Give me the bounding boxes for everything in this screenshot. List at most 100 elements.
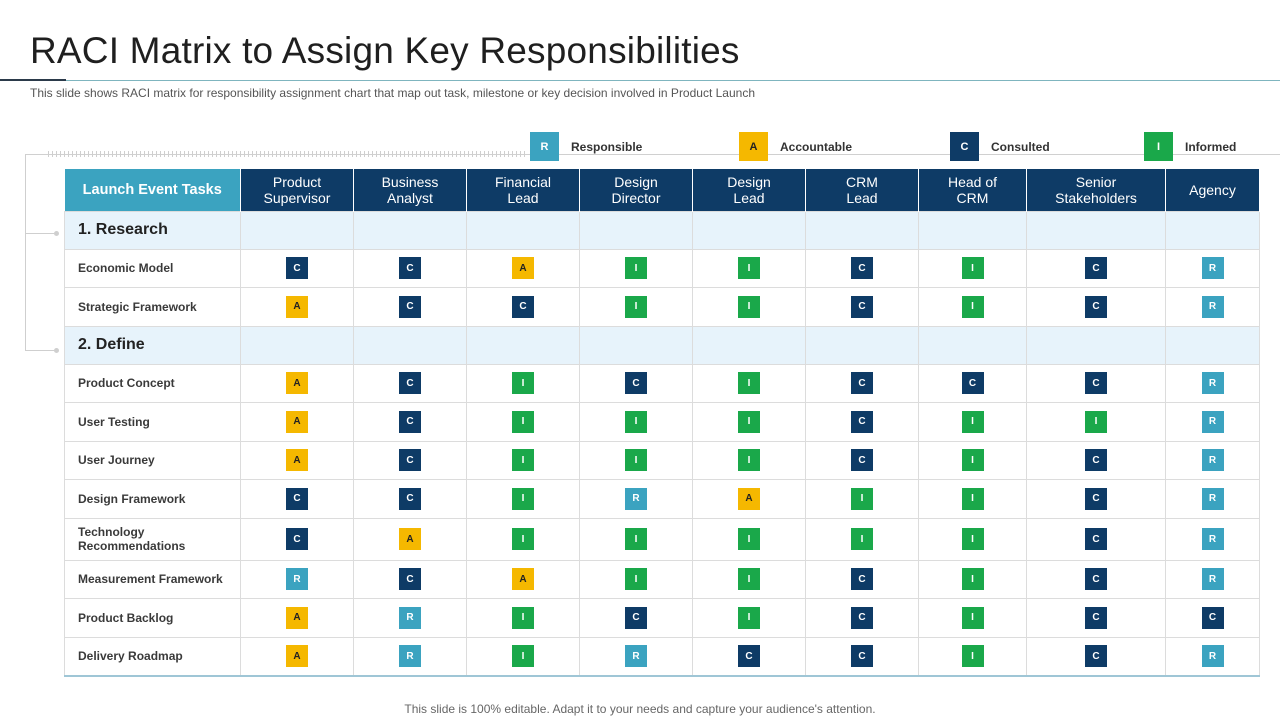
raci-badge: C <box>286 487 308 510</box>
raci-cell: R <box>1165 287 1260 327</box>
raci-badge: I <box>512 372 534 395</box>
raci-badge: I <box>851 528 873 550</box>
raci-badge: I <box>961 257 984 280</box>
raci-cell: C <box>805 559 919 599</box>
raci-badge: C <box>1201 606 1224 629</box>
raci-cell: I <box>918 598 1027 638</box>
raci-badge: A <box>286 372 308 395</box>
legend-label: Consulted <box>991 139 1054 154</box>
raci-badge: I <box>625 568 647 591</box>
raci-cell: I <box>1026 402 1166 442</box>
raci-cell: A <box>692 479 806 519</box>
raci-badge: I <box>625 410 647 433</box>
raci-badge: C <box>738 645 760 667</box>
raci-cell: C <box>240 517 354 561</box>
raci-badge: I <box>961 645 984 667</box>
section-cell <box>579 210 693 250</box>
raci-badge: R <box>1201 568 1224 591</box>
section-cell <box>918 210 1027 250</box>
raci-badge: R <box>286 568 308 591</box>
legend-item-informed: I Informed <box>1144 132 1241 161</box>
raci-cell: I <box>918 248 1027 288</box>
raci-badge: C <box>1085 257 1107 280</box>
task-name: User Testing <box>64 402 241 442</box>
raci-badge: C <box>625 606 647 629</box>
raci-cell: I <box>692 363 806 403</box>
raci-cell: A <box>240 287 354 327</box>
raci-badge: R <box>1201 487 1224 510</box>
task-name: Measurement Framework <box>64 559 241 599</box>
page-subtitle: This slide shows RACI matrix for respons… <box>30 86 755 100</box>
raci-badge: I <box>625 295 647 318</box>
raci-cell: C <box>353 559 467 599</box>
raci-cell: A <box>466 248 580 288</box>
table-row: Product Concept A C I C I C C C R <box>64 363 1260 403</box>
raci-badge: R <box>1201 449 1224 472</box>
raci-cell: C <box>353 248 467 288</box>
section-bracket-dot <box>54 231 59 236</box>
raci-badge: R <box>625 487 647 510</box>
raci-cell: R <box>1165 248 1260 288</box>
section-cell <box>918 325 1027 365</box>
raci-cell: I <box>918 479 1027 519</box>
raci-badge: I <box>625 257 647 280</box>
raci-badge: I <box>961 487 984 510</box>
raci-badge: R <box>1201 645 1224 667</box>
raci-cell: R <box>353 636 467 677</box>
raci-badge: C <box>1085 372 1107 395</box>
raci-badge: R <box>1201 257 1224 280</box>
raci-badge: C <box>399 257 421 280</box>
task-name: Economic Model <box>64 248 241 288</box>
section-cell <box>1165 325 1260 365</box>
raci-badge: I <box>512 487 534 510</box>
raci-badge: R <box>1201 410 1224 433</box>
section-title: 2. Define <box>64 325 241 365</box>
raci-badge: C <box>286 257 308 280</box>
task-name: Product Backlog <box>64 598 241 638</box>
raci-cell: I <box>692 598 806 638</box>
table-header-row: Launch Event Tasks Product Supervisor Bus… <box>64 169 1260 211</box>
raci-cell: I <box>579 559 693 599</box>
legend-label: Informed <box>1185 139 1241 154</box>
raci-badge: I <box>512 528 534 550</box>
raci-cell: C <box>918 363 1027 403</box>
footer-note: This slide is 100% editable. Adapt it to… <box>404 702 876 716</box>
raci-cell: C <box>353 440 467 480</box>
task-name: Product Concept <box>64 363 241 403</box>
section-cell <box>240 325 354 365</box>
legend-item-accountable: A Accountable <box>739 132 857 161</box>
raci-cell: I <box>579 402 693 442</box>
raci-badge: C <box>1085 528 1107 550</box>
raci-badge: C <box>625 372 647 395</box>
title-underline-accent <box>0 79 66 81</box>
raci-cell: I <box>466 402 580 442</box>
section-row: 1. Research <box>64 210 1260 250</box>
section-cell <box>692 325 806 365</box>
section-cell <box>466 210 580 250</box>
raci-badge: R <box>1201 295 1224 318</box>
legend-label: Responsible <box>571 139 647 154</box>
section-title: 1. Research <box>64 210 241 250</box>
table-row: Strategic Framework A C C I I C I C R <box>64 287 1260 327</box>
table-row: Product Backlog A R I C I C I C C <box>64 598 1260 638</box>
raci-badge: C <box>851 295 873 318</box>
raci-cell: C <box>1026 636 1166 677</box>
raci-cell: C <box>1026 517 1166 561</box>
raci-badge: C <box>1085 449 1107 472</box>
column-header: Business Analyst <box>353 169 467 211</box>
raci-cell: I <box>918 517 1027 561</box>
table-row: User Testing A C I I I C I I R <box>64 402 1260 442</box>
raci-cell: R <box>579 636 693 677</box>
section-cell <box>1165 210 1260 250</box>
raci-badge: C <box>1085 487 1107 510</box>
legend-label: Accountable <box>780 139 857 154</box>
raci-badge: C <box>1085 606 1107 629</box>
column-header: Financial Lead <box>466 169 580 211</box>
raci-cell: C <box>1026 287 1166 327</box>
raci-badge: C <box>399 568 421 591</box>
raci-badge: C <box>399 372 421 395</box>
raci-badge: I <box>738 528 760 550</box>
raci-cell: I <box>918 287 1027 327</box>
legend-swatch: C <box>950 132 979 161</box>
raci-cell: I <box>692 287 806 327</box>
